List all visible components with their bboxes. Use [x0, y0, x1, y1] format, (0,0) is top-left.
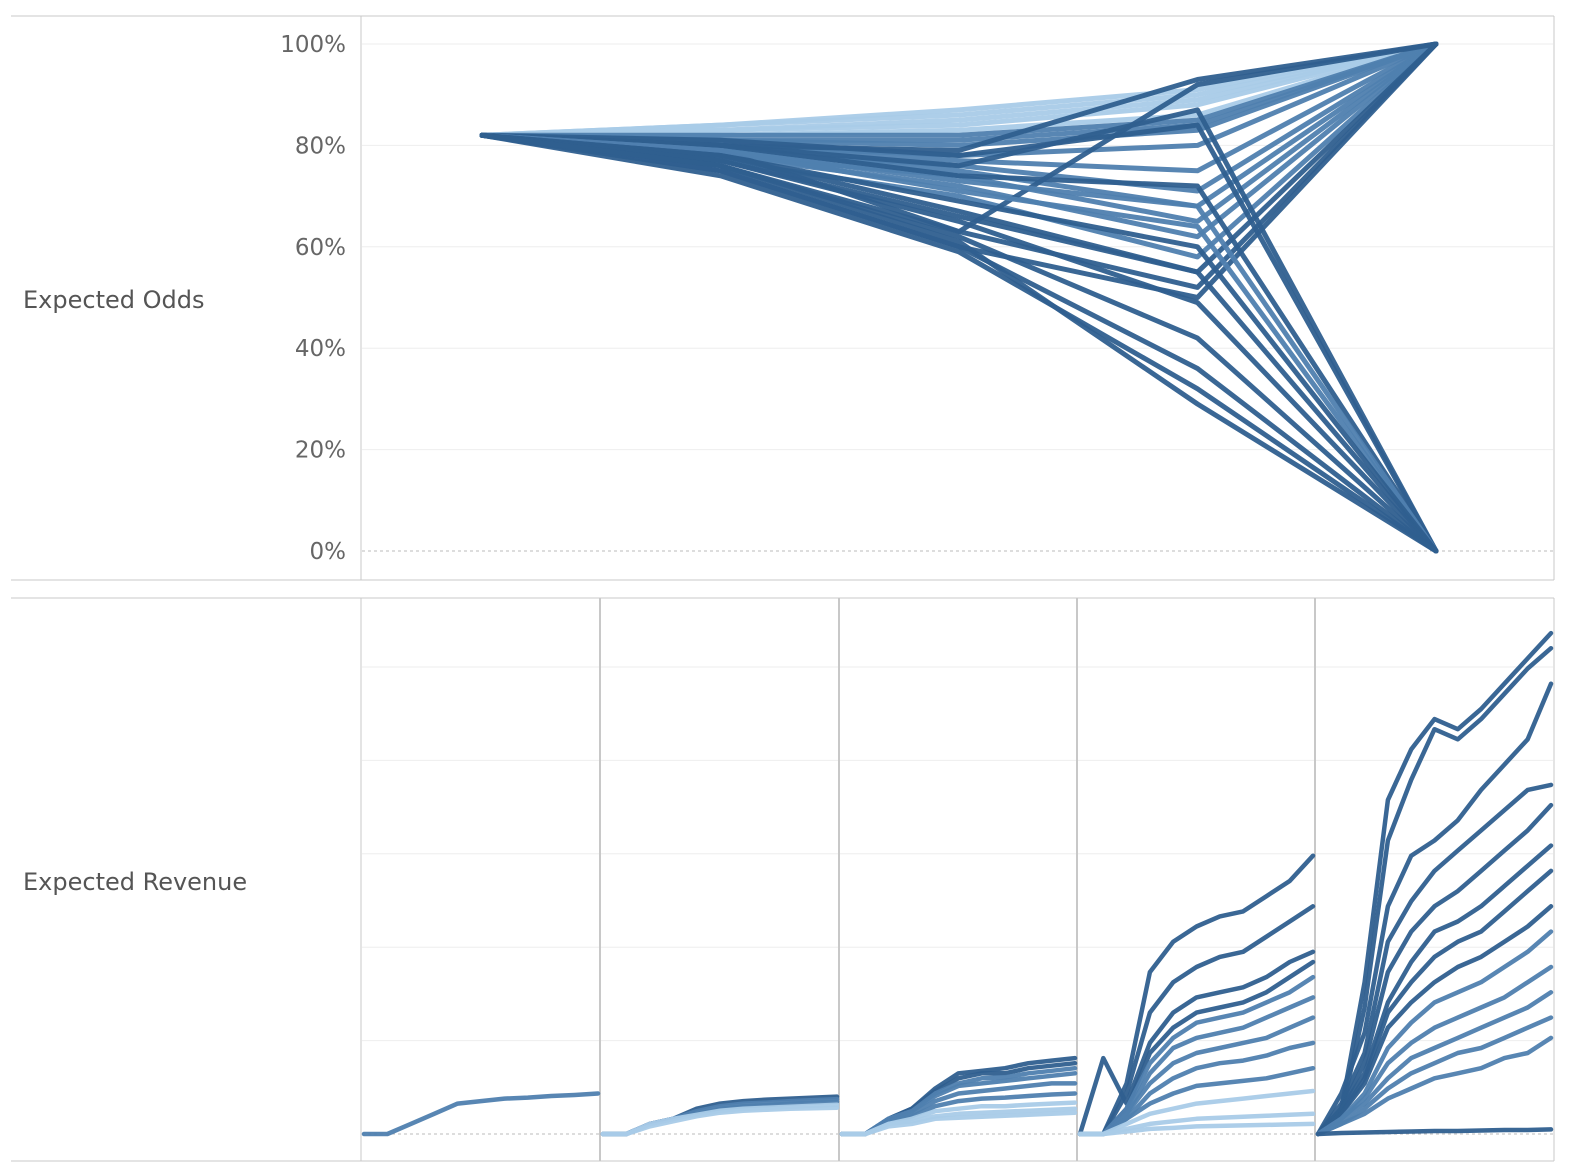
odds-series-line [479, 132, 1439, 554]
odds-series-line [479, 132, 1439, 554]
revenue-panel-dividers [360, 598, 1316, 1161]
odds-tick-label: 80% [295, 133, 346, 159]
revenue-series-line [1315, 1035, 1554, 1137]
odds-series-lines [479, 41, 1439, 554]
odds-tick-label: 40% [295, 336, 346, 362]
revenue-series-line [1315, 782, 1554, 1137]
odds-tick-labels: 0% 20% 40% 60% 80% 100% [280, 32, 346, 565]
revenue-series-line [1077, 1088, 1316, 1137]
odds-pane: 0% 20% 40% 60% 80% 100% Expected Odds [11, 15, 1555, 581]
odds-series-line [479, 132, 1439, 554]
revenue-series-line [1315, 681, 1554, 1137]
revenue-series-line [1315, 990, 1554, 1137]
odds-tick-label: 100% [280, 32, 346, 58]
revenue-series-line [1077, 853, 1316, 1137]
revenue-series-line [361, 1091, 601, 1137]
odds-series-line [479, 41, 1439, 138]
odds-series-line [479, 122, 1439, 554]
revenue-series-line [1077, 974, 1316, 1137]
revenue-series-line [1315, 904, 1554, 1137]
odds-series-line [479, 41, 1439, 138]
revenue-series-line [1315, 843, 1554, 1137]
revenue-series-line [1315, 929, 1554, 1137]
revenue-series-line [1077, 1065, 1316, 1137]
odds-tick-label: 60% [295, 235, 346, 261]
odds-series-line [479, 132, 1439, 554]
odds-tick-label: 0% [310, 539, 347, 565]
revenue-series-line [1315, 802, 1554, 1137]
revenue-series-line [1077, 1121, 1316, 1137]
revenue-series-line [1077, 1015, 1316, 1137]
revenue-axis-title: Expected Revenue [23, 868, 247, 896]
revenue-series-line [1315, 630, 1554, 1137]
revenue-pane: Expected Revenue [11, 597, 1555, 1162]
revenue-series-lines [361, 630, 1554, 1137]
odds-tick-label: 20% [295, 438, 346, 464]
revenue-series-line [1077, 904, 1316, 1137]
revenue-series-line [1315, 964, 1554, 1137]
revenue-series-line [1315, 1015, 1554, 1137]
odds-series-line [479, 132, 1439, 554]
odds-series-line [479, 132, 1439, 554]
revenue-series-line [839, 1110, 1078, 1137]
revenue-series-line [1315, 1127, 1554, 1137]
revenue-series-line [1077, 949, 1316, 1137]
odds-axis-title: Expected Odds [23, 286, 204, 314]
revenue-series-line [600, 1105, 840, 1137]
odds-series-line [479, 41, 1439, 138]
odds-series-line [479, 132, 1439, 554]
revenue-series-line [1315, 645, 1554, 1137]
